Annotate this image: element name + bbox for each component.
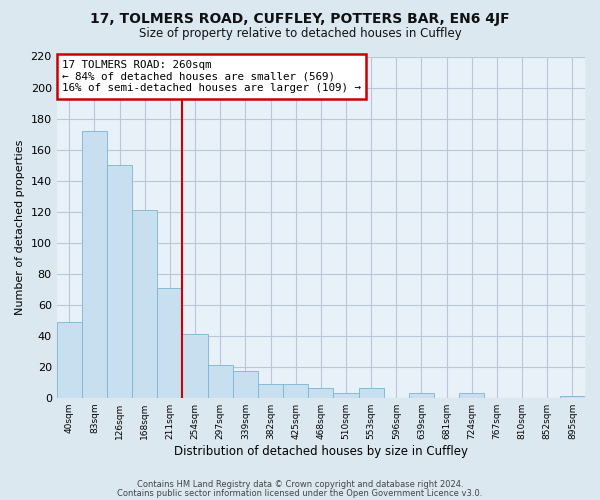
Bar xyxy=(132,210,157,398)
Bar xyxy=(56,322,82,398)
Bar xyxy=(208,365,233,398)
Bar xyxy=(308,388,334,398)
Bar xyxy=(334,393,359,398)
Bar xyxy=(283,384,308,398)
Bar xyxy=(409,393,434,398)
Text: Size of property relative to detached houses in Cuffley: Size of property relative to detached ho… xyxy=(139,28,461,40)
Bar xyxy=(82,131,107,398)
Text: 17 TOLMERS ROAD: 260sqm
← 84% of detached houses are smaller (569)
16% of semi-d: 17 TOLMERS ROAD: 260sqm ← 84% of detache… xyxy=(62,60,361,93)
Y-axis label: Number of detached properties: Number of detached properties xyxy=(15,140,25,315)
Text: 17, TOLMERS ROAD, CUFFLEY, POTTERS BAR, EN6 4JF: 17, TOLMERS ROAD, CUFFLEY, POTTERS BAR, … xyxy=(90,12,510,26)
Bar xyxy=(560,396,585,398)
Text: Contains public sector information licensed under the Open Government Licence v3: Contains public sector information licen… xyxy=(118,488,482,498)
Text: Contains HM Land Registry data © Crown copyright and database right 2024.: Contains HM Land Registry data © Crown c… xyxy=(137,480,463,489)
Bar xyxy=(233,372,258,398)
Bar xyxy=(359,388,384,398)
Bar xyxy=(258,384,283,398)
X-axis label: Distribution of detached houses by size in Cuffley: Distribution of detached houses by size … xyxy=(174,444,468,458)
Bar xyxy=(182,334,208,398)
Bar xyxy=(459,393,484,398)
Bar xyxy=(107,165,132,398)
Bar xyxy=(157,288,182,398)
